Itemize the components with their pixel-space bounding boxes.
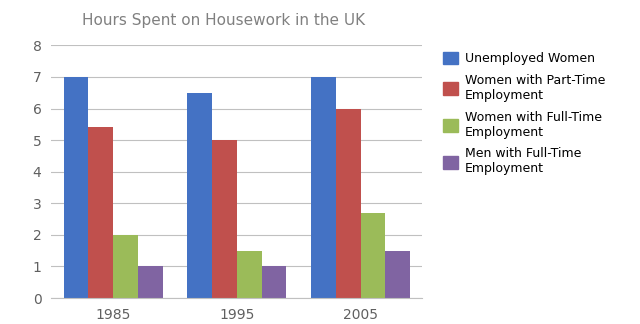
Bar [262,266,286,298]
Bar [311,77,336,298]
Bar [88,128,113,298]
Bar [360,213,385,298]
Text: Hours Spent on Housework in the UK: Hours Spent on Housework in the UK [83,13,365,28]
Bar [63,77,88,298]
Bar [237,251,262,298]
Bar [188,93,212,298]
Bar [212,140,237,298]
Bar [336,109,360,298]
Bar [138,266,163,298]
Bar [385,251,410,298]
Bar [113,235,138,298]
Legend: Unemployed Women, Women with Part-Time
Employment, Women with Full-Time
Employme: Unemployed Women, Women with Part-Time E… [444,52,605,176]
